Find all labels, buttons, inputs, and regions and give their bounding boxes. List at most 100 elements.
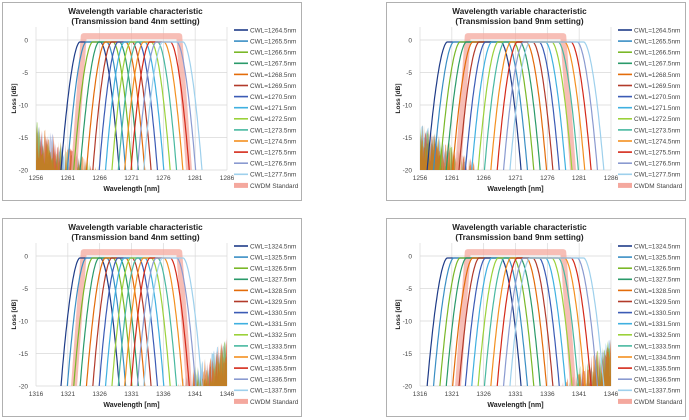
- legend-label: CWL=1271.5nm: [634, 105, 680, 112]
- legend-label: CWL=1274.5nm: [634, 138, 680, 145]
- legend-label: CWL=1277.5nm: [634, 172, 680, 179]
- legend-label: CWL=1269.5nm: [634, 83, 680, 90]
- x-tick-label: 1281: [572, 175, 587, 182]
- x-tick-label: 1261: [61, 175, 76, 182]
- legend-label: CWDM Standard: [634, 399, 683, 406]
- legend-label: CWL=1329.5nm: [250, 299, 296, 306]
- y-tick-label: -20: [19, 384, 29, 391]
- chart-title-line: (Transmission band 9nm setting): [455, 233, 584, 242]
- x-tick-label: 1281: [188, 175, 203, 182]
- x-tick-label: 1346: [604, 391, 619, 398]
- x-tick-label: 1261: [445, 175, 460, 182]
- y-tick-label: -15: [403, 351, 413, 358]
- chart-title-line: (Transmission band 9nm setting): [455, 17, 584, 26]
- chart-title-line: Wavelength variable characteristic: [68, 7, 203, 16]
- x-tick-label: 1266: [476, 175, 491, 182]
- legend-label: CWL=1271.5nm: [250, 105, 296, 112]
- legend-label: CWL=1332.5nm: [634, 332, 680, 339]
- x-tick-label: 1321: [61, 391, 76, 398]
- series-line: [143, 41, 203, 170]
- chart-title-line: (Transmission band 4nm setting): [71, 17, 200, 26]
- legend-label: CWL=1274.5nm: [250, 138, 296, 145]
- legend-label: CWL=1276.5nm: [250, 161, 296, 168]
- chart-svg: Wavelength variable characteristic(Trans…: [2, 2, 302, 201]
- series-cwdm-standard: [455, 249, 576, 386]
- legend-label: CWDM Standard: [250, 399, 299, 406]
- noise-floor: [36, 126, 96, 170]
- chart-title-line: Wavelength variable characteristic: [452, 7, 587, 16]
- legend-label: CWL=1276.5nm: [634, 161, 680, 168]
- legend-label: CWL=1333.5nm: [250, 343, 296, 350]
- legend-label: CWL=1330.5nm: [250, 310, 296, 317]
- noise-floor: [178, 337, 227, 386]
- plot-area: [426, 249, 611, 386]
- legend-label: CWL=1275.5nm: [634, 150, 680, 157]
- chart-svg: Wavelength variable characteristic(Trans…: [2, 218, 302, 417]
- legend-label: CWL=1275.5nm: [250, 150, 296, 157]
- legend-label: CWL=1264.5nm: [250, 27, 296, 34]
- legend-label: CWL=1337.5nm: [634, 388, 680, 395]
- legend-label: CWDM Standard: [634, 183, 683, 190]
- chart-svg: Wavelength variable characteristic(Trans…: [386, 218, 686, 417]
- chart-svg: Wavelength variable characteristic(Trans…: [386, 2, 686, 201]
- legend-label: CWL=1328.5nm: [250, 288, 296, 295]
- x-tick-label: 1326: [92, 391, 107, 398]
- y-axis-label: Loss [dB]: [11, 300, 18, 330]
- legend-label: CWL=1335.5nm: [634, 366, 680, 373]
- plot-area: [60, 249, 227, 386]
- x-tick-label: 1276: [540, 175, 555, 182]
- legend-label: CWL=1272.5nm: [634, 116, 680, 123]
- series-line: [143, 257, 203, 386]
- chart-top-right: Wavelength variable characteristic (Trans…: [386, 2, 686, 202]
- x-tick-label: 1266: [92, 175, 107, 182]
- legend-label: CWL=1333.5nm: [634, 343, 680, 350]
- y-tick-label: 0: [24, 254, 28, 261]
- x-tick-label: 1271: [508, 175, 523, 182]
- x-tick-label: 1276: [156, 175, 171, 182]
- x-tick-label: 1256: [413, 175, 428, 182]
- y-tick-label: -5: [22, 286, 28, 293]
- legend-label: CWL=1328.5nm: [634, 288, 680, 295]
- legend-label: CWL=1273.5nm: [634, 127, 680, 134]
- legend-label: CWL=1272.5nm: [250, 116, 296, 123]
- legend-label: CWL=1265.5nm: [634, 39, 680, 46]
- x-tick-label: 1336: [156, 391, 171, 398]
- x-tick-label: 1331: [124, 391, 139, 398]
- legend-label: CWL=1266.5nm: [634, 50, 680, 57]
- y-tick-label: 0: [24, 38, 28, 45]
- y-tick-label: -15: [19, 135, 29, 142]
- legend-label: CWL=1325.5nm: [634, 255, 680, 262]
- noise-floor: [565, 340, 611, 386]
- legend-label: CWL=1264.5nm: [634, 27, 680, 34]
- legend-label: CWL=1330.5nm: [634, 310, 680, 317]
- y-tick-label: -10: [19, 103, 29, 110]
- x-tick-label: 1341: [188, 391, 203, 398]
- x-tick-label: 1336: [540, 391, 555, 398]
- y-tick-label: -15: [403, 135, 413, 142]
- x-tick-label: 1331: [508, 391, 523, 398]
- series-cwdm-standard: [71, 249, 192, 386]
- x-tick-label: 1286: [220, 175, 235, 182]
- legend-label: CWL=1267.5nm: [634, 61, 680, 68]
- legend-label: CWL=1334.5nm: [250, 354, 296, 361]
- y-tick-label: -10: [403, 103, 413, 110]
- chart-top-left: Wavelength variable characteristic (Trans…: [2, 2, 302, 202]
- legend-label: CWL=1267.5nm: [250, 61, 296, 68]
- y-tick-label: -5: [406, 70, 412, 77]
- legend-label: CWL=1337.5nm: [250, 388, 296, 395]
- x-tick-label: 1316: [29, 391, 44, 398]
- noise-floor: [564, 341, 611, 386]
- chart-title-line: (Transmission band 4nm setting): [71, 233, 200, 242]
- y-tick-label: -20: [19, 168, 29, 175]
- legend-label: CWL=1336.5nm: [250, 377, 296, 384]
- x-tick-label: 1326: [476, 391, 491, 398]
- y-axis-label: Loss [dB]: [11, 84, 18, 114]
- chart-bottom-left: Wavelength variable characteristic (Trans…: [2, 218, 302, 418]
- y-tick-label: 0: [408, 254, 412, 261]
- legend-label: CWL=1273.5nm: [250, 127, 296, 134]
- legend-label: CWL=1335.5nm: [250, 366, 296, 373]
- legend-label: CWL=1327.5nm: [634, 277, 680, 284]
- legend-label: CWL=1329.5nm: [634, 299, 680, 306]
- series-line: [509, 257, 605, 386]
- x-axis-label: Wavelength [nm]: [103, 186, 159, 193]
